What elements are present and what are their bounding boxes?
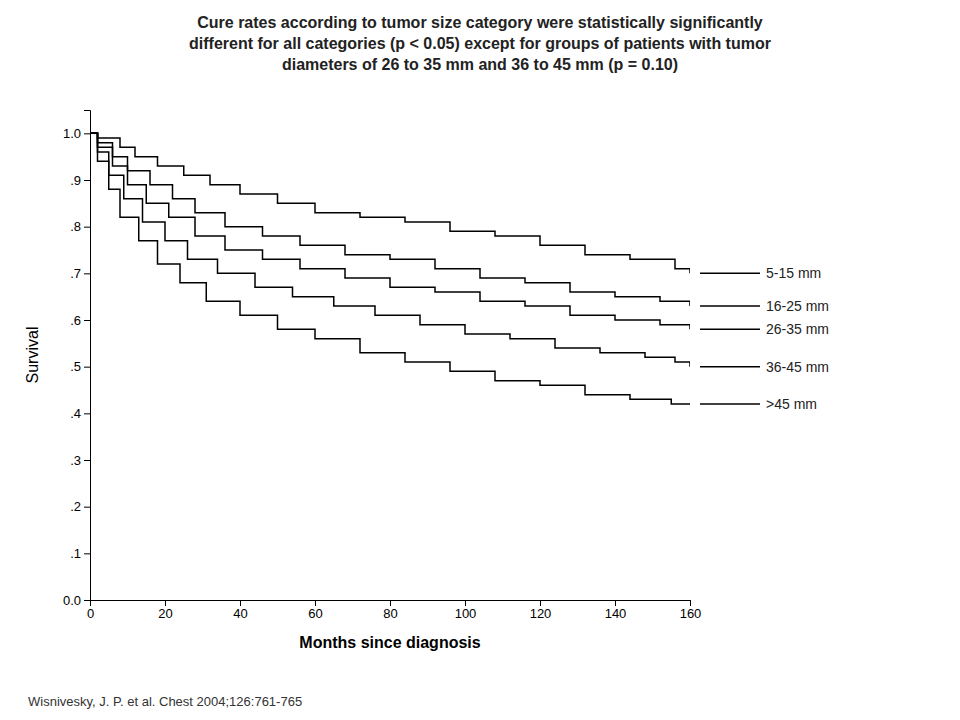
tick-mark	[465, 600, 466, 606]
tick: 20	[158, 600, 172, 621]
tick-mark	[690, 600, 691, 606]
y-axis: 0.0 .1 .2 .3 .4 .5 .6 .7 .8 .9 1.0	[63, 111, 91, 608]
tick-label: 40	[233, 606, 247, 621]
tick: 160	[680, 600, 702, 621]
tick-label: .1	[70, 546, 81, 561]
tick-mark	[390, 600, 391, 606]
x-axis: 0 20 40 60 80 100 120 140 160	[87, 600, 701, 621]
tick-label: 0	[87, 606, 94, 621]
tick-mark	[84, 320, 90, 321]
tick: 60	[308, 600, 322, 621]
tick-mark	[84, 600, 90, 601]
tick-label: 0.0	[63, 593, 81, 608]
tick: 100	[455, 600, 477, 621]
tick-mark	[315, 600, 316, 606]
legend-label: >45 mm	[766, 396, 817, 412]
tick-mark	[84, 553, 90, 554]
axis-line	[91, 601, 691, 607]
legend-swatch	[700, 273, 760, 275]
tick: .3	[70, 453, 90, 468]
tick-label: 20	[158, 606, 172, 621]
survival-curve	[90, 133, 690, 329]
legend-item: 36-45 mm	[700, 359, 829, 375]
tick-label: .8	[70, 219, 81, 234]
tick-mark	[240, 600, 241, 606]
background	[0, 0, 960, 720]
legend-item: >45 mm	[700, 396, 817, 412]
tick: 0.0	[63, 593, 90, 608]
tick-mark	[540, 600, 541, 606]
tick-label: .2	[70, 499, 81, 514]
legend-swatch	[700, 403, 760, 405]
tick: .2	[70, 499, 90, 514]
tick-label: 140	[605, 606, 627, 621]
tick-label: 60	[308, 606, 322, 621]
tick-mark	[84, 367, 90, 368]
tick: .8	[70, 219, 90, 234]
tick-label: 120	[530, 606, 552, 621]
legend-swatch	[700, 305, 760, 307]
tick: .9	[70, 173, 90, 188]
legend-item: 26-35 mm	[700, 321, 829, 337]
tick-label: 100	[455, 606, 477, 621]
tick-mark	[84, 133, 90, 134]
tick-label: .7	[70, 266, 81, 281]
y-axis-title: Survival	[24, 327, 41, 384]
tick-mark	[165, 600, 166, 606]
legend-label: 16-25 mm	[766, 298, 829, 314]
plot: 0 20 40 60 80 100 120 140 160 0.0 .1 .2 .3 .4 .5 .6 .7 .8…	[63, 111, 701, 622]
tick-label: .4	[70, 406, 81, 421]
tick-label: 80	[383, 606, 397, 621]
tick: .1	[70, 546, 90, 561]
citation: Wisnivesky, J. P. et al. Chest 2004;126:…	[28, 694, 302, 709]
tick: .4	[70, 406, 90, 421]
tick: 80	[383, 600, 397, 621]
title: Cure rates according to tumor size categ…	[189, 14, 771, 73]
legend: 5-15 mm 16-25 mm 26-35 mm 36-45 mm >45 mm	[700, 265, 829, 412]
title-line: diameters of 26 to 35 mm and 36 to 45 mm…	[282, 56, 678, 73]
tick: .7	[70, 266, 90, 281]
series-group	[90, 133, 690, 404]
tick: .5	[70, 359, 90, 374]
tick-label: .6	[70, 313, 81, 328]
tick-label: .5	[70, 359, 81, 374]
tick: .6	[70, 313, 90, 328]
tick-mark	[84, 413, 90, 414]
x-axis-title: Months since diagnosis	[299, 634, 480, 651]
tick: 1.0	[63, 126, 90, 141]
tick: 120	[530, 600, 552, 621]
legend-item: 5-15 mm	[700, 265, 821, 281]
title-line: different for all categories (p < 0.05) …	[189, 35, 771, 52]
tick: 140	[605, 600, 627, 621]
legend-label: 5-15 mm	[766, 265, 821, 281]
tick-mark	[84, 507, 90, 508]
tick: 0	[87, 600, 94, 621]
tick-label: .9	[70, 173, 81, 188]
tick: 40	[233, 600, 247, 621]
survival-curve	[90, 133, 690, 366]
legend-item: 16-25 mm	[700, 298, 829, 314]
axis-line	[84, 111, 91, 601]
tick-label: 160	[680, 606, 702, 621]
tick-label: .3	[70, 453, 81, 468]
legend-label: 36-45 mm	[766, 359, 829, 375]
legend-swatch	[700, 329, 760, 331]
tick-label: 1.0	[63, 126, 81, 141]
legend-swatch	[700, 366, 760, 368]
legend-label: 26-35 mm	[766, 321, 829, 337]
survival-curve	[90, 133, 690, 273]
tick-mark	[84, 460, 90, 461]
tick-mark	[84, 180, 90, 181]
tick-mark	[615, 600, 616, 606]
tick-mark	[84, 227, 90, 228]
title-line: Cure rates according to tumor size categ…	[197, 14, 763, 31]
tick-mark	[84, 273, 90, 274]
chart: Cure rates according to tumor size categ…	[0, 0, 960, 720]
survival-curve	[90, 133, 690, 404]
